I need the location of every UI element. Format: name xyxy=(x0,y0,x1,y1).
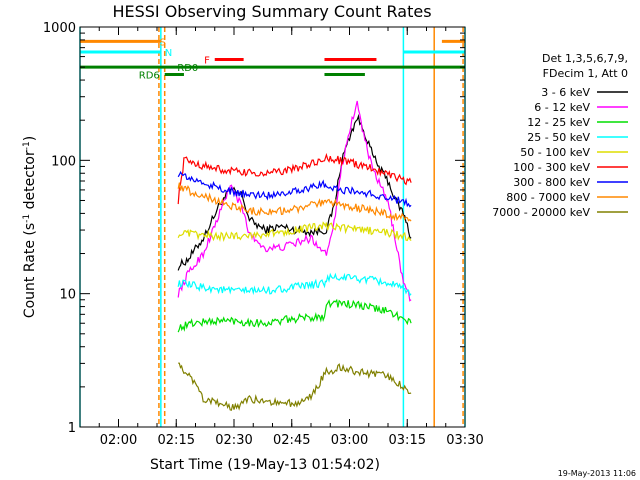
chart-title: HESSI Observing Summary Count Rates xyxy=(112,2,431,21)
x-tick-label: 02:30 xyxy=(215,433,252,448)
y-axis: 1 10 100 1000 xyxy=(43,21,465,436)
legend-label-50-100kev: 50 - 100 keV xyxy=(520,146,590,159)
x-tick-label: 03:15 xyxy=(389,433,426,448)
flag-n-label: N xyxy=(165,48,172,59)
y-tick-label: 10 xyxy=(59,288,76,303)
y-axis-label: Count Rate (s-1 detector-1) xyxy=(22,136,38,318)
series-line-25-50kev xyxy=(177,272,412,297)
flag-f-label: F xyxy=(204,56,210,67)
legend-label-12-25kev: 12 - 25 keV xyxy=(527,116,590,129)
x-tick-label: 02:00 xyxy=(100,433,137,448)
legend-header-line-2: FDecim 1, Att 0 xyxy=(543,67,628,80)
series-line-100-300kev xyxy=(177,152,412,205)
y-tick-label: 1000 xyxy=(43,21,76,36)
series-line-7000-20000kev xyxy=(178,362,412,411)
x-tick-label: 03:30 xyxy=(446,433,483,448)
legend-label-800-7000kev: 800 - 7000 keV xyxy=(506,191,590,204)
series-line-800-7000kev xyxy=(177,182,412,222)
flag-bars: SN F RD0 RD6 xyxy=(80,37,465,82)
y-tick-label: 100 xyxy=(51,154,76,169)
legend-label-100-300kev: 100 - 300 keV xyxy=(513,161,590,174)
flag-rd0-label: RD0 xyxy=(177,63,198,74)
x-tick-label: 02:45 xyxy=(273,433,310,448)
series-line-12-25kev xyxy=(177,298,412,333)
x-axis-label: Start Time (19-May-13 01:54:02) xyxy=(150,457,380,473)
series-lines xyxy=(177,100,412,411)
series-line-300-800kev xyxy=(177,170,412,208)
legend-label-7000-20000kev: 7000 - 20000 keV xyxy=(492,206,590,219)
legend-label-25-50kev: 25 - 50 keV xyxy=(527,131,590,144)
flag-rd6-label: RD6 xyxy=(139,71,160,82)
flag-s-label: S xyxy=(160,37,166,48)
legend-label-300-800kev: 300 - 800 keV xyxy=(513,176,590,189)
legend: Det 1,3,5,6,7,9, FDecim 1, Att 0 3 - 6 k… xyxy=(492,52,628,219)
x-tick-label: 02:15 xyxy=(158,433,195,448)
y-tick-label: 1 xyxy=(68,421,76,436)
legend-label-3-6kev: 3 - 6 keV xyxy=(541,86,590,99)
series-line-6-12kev xyxy=(177,100,412,302)
x-axis: 02:00 02:15 02:30 02:45 03:00 03:15 03:30 xyxy=(98,27,484,448)
x-tick-label: 03:00 xyxy=(331,433,368,448)
series-line-3-6kev xyxy=(177,113,412,271)
legend-label-6-12kev: 6 - 12 keV xyxy=(534,101,590,114)
series-line-50-100kev xyxy=(177,221,412,243)
datestamp: 19-May-2013 11:06 xyxy=(558,469,636,478)
legend-header-line-1: Det 1,3,5,6,7,9, xyxy=(542,52,628,65)
